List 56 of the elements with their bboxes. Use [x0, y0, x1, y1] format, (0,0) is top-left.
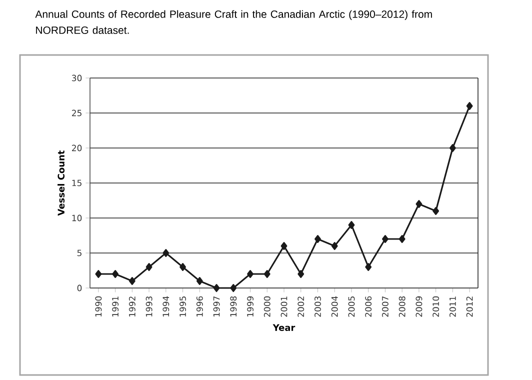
point [264, 270, 270, 278]
x-tick-label: 1994 [162, 296, 170, 316]
x-tick-label: 2007 [382, 296, 388, 317]
point [213, 284, 220, 292]
x-axis-title: Year [272, 324, 296, 331]
y-tick-label: 10 [72, 214, 82, 222]
x-tick-label: 1991 [112, 296, 119, 316]
x-tick-label: 2008 [398, 296, 406, 317]
point [280, 242, 288, 250]
point [180, 263, 186, 271]
point [247, 270, 254, 278]
x-tick-label: 1998 [230, 296, 237, 316]
x-tick-label: 1997 [213, 296, 220, 316]
x-tick-label: 1996 [196, 296, 203, 316]
x-tick-label: 2002 [298, 296, 304, 317]
x-tick-label: 2004 [331, 296, 338, 317]
y-tick-label: 25 [72, 110, 82, 116]
point [314, 235, 321, 243]
x-tick-label: 2012 [466, 296, 473, 317]
point [348, 221, 355, 229]
y-tick-label: 5 [77, 250, 82, 256]
point [112, 270, 119, 278]
x-tick-label: 1993 [146, 296, 152, 316]
point [432, 207, 440, 215]
x-tick-label: 1990 [95, 296, 102, 316]
point [196, 277, 203, 285]
point [146, 263, 152, 271]
x-tick-label: 2005 [348, 296, 355, 317]
x-tick-label: 1995 [180, 296, 186, 316]
x-tick-label: 2010 [432, 296, 440, 317]
point [398, 235, 406, 243]
x-tick-label: 1999 [247, 296, 254, 316]
point [162, 249, 170, 257]
point [298, 270, 304, 278]
point [466, 102, 473, 110]
x-tick-label: 2003 [314, 296, 321, 317]
x-tick-label: 2009 [416, 296, 422, 317]
chart-title: Annual Counts of Recorded Pleasure Craft in the Canadian Arctic (1990–2012) from NORDREG dataset. [35, 10, 432, 34]
point [382, 235, 388, 243]
point [230, 284, 237, 292]
x-tick-label: 2006 [365, 296, 372, 317]
point [365, 263, 372, 271]
x-tick-label: 2001 [280, 296, 288, 317]
y-tick-label: 0 [77, 284, 82, 292]
y-tick-label: 30 [72, 74, 82, 82]
point [128, 277, 136, 285]
point [416, 200, 422, 208]
point [450, 144, 456, 152]
y-tick-label: 20 [72, 144, 82, 152]
y-axis-title: Vessel Count [58, 150, 65, 216]
x-tick-label: 2011 [449, 296, 456, 317]
x-tick-label: 2000 [264, 296, 270, 317]
point [331, 242, 338, 250]
x-tick-label: 1992 [128, 296, 136, 316]
y-tick-label: 15 [72, 180, 82, 186]
point [95, 270, 102, 278]
